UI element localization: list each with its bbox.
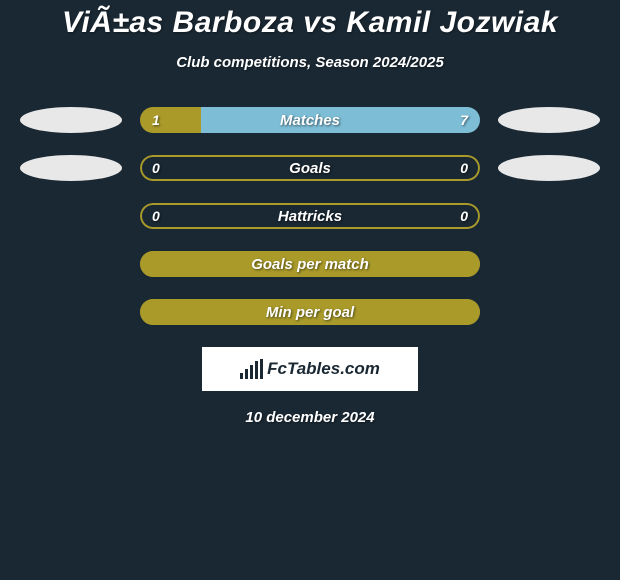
logo-text: FcTables.com [267,359,380,379]
bar-border [140,299,480,325]
stat-row: 0 0Hattricks [0,203,620,229]
stat-value-right: 0 [460,155,468,181]
stat-row: 0 0Goals [0,155,620,181]
stat-row: 17Matches [0,107,620,133]
subtitle: Club competitions, Season 2024/2025 [0,54,620,71]
comparison-card: ViÃ±as Barboza vs Kamil Jozwiak Club com… [0,0,620,426]
stat-bar: Min per goal [140,299,480,325]
date-label: 10 december 2024 [0,409,620,426]
bar-fill-left [140,107,201,133]
bar-border [140,155,480,181]
stat-value-right: 0 [460,203,468,229]
stat-label: Goals per match [140,251,480,277]
stat-bar: 17Matches [140,107,480,133]
stat-bar: 0 0Goals [140,155,480,181]
bar-chart-icon [240,359,263,379]
stat-value-left: 0 [152,155,160,181]
stat-row: Min per goal [0,299,620,325]
page-title: ViÃ±as Barboza vs Kamil Jozwiak [0,6,620,40]
stat-label: Goals [140,155,480,181]
stats-rows: 17Matches00Goals00HattricksGoals per mat… [0,107,620,325]
player-left-icon [20,107,122,133]
bar-fill-right [201,107,480,133]
source-logo[interactable]: FcTables.com [202,347,418,391]
stat-row: Goals per match [0,251,620,277]
player-right-icon [498,155,600,181]
stat-bar: Goals per match [140,251,480,277]
stat-label: Hattricks [140,203,480,229]
player-right-icon [498,107,600,133]
stat-label: Min per goal [140,299,480,325]
stat-bar: 0 0Hattricks [140,203,480,229]
bar-border [140,251,480,277]
bar-border [140,203,480,229]
stat-value-left: 0 [152,203,160,229]
player-left-icon [20,155,122,181]
